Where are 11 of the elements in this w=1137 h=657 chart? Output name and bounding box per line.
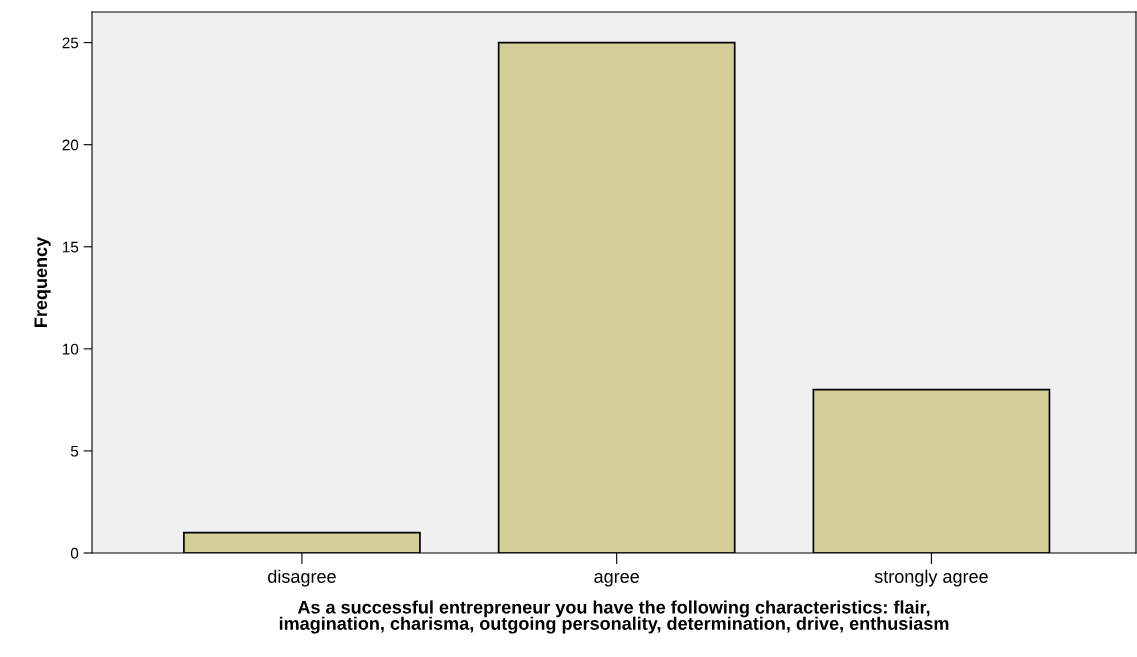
y-tick-label: 20	[62, 139, 79, 151]
y-tick-label: 10	[62, 343, 79, 355]
y-tick-label: 0	[70, 547, 79, 559]
x-tick-label: disagree	[268, 569, 336, 587]
y-tick-label: 25	[62, 37, 79, 49]
y-tick-label: 5	[70, 445, 79, 457]
x-tick-label: strongly agree	[874, 569, 988, 587]
y-axis-title: Frequency	[34, 236, 51, 327]
x-tick-label: agree	[594, 573, 639, 587]
x-axis-title: As a successful entrepreneur you have the following characteristics: flair, imagination, charisma, outgoing personality, determination, drive, enthusiasm	[279, 600, 949, 634]
y-tick-label: 15	[62, 241, 79, 253]
